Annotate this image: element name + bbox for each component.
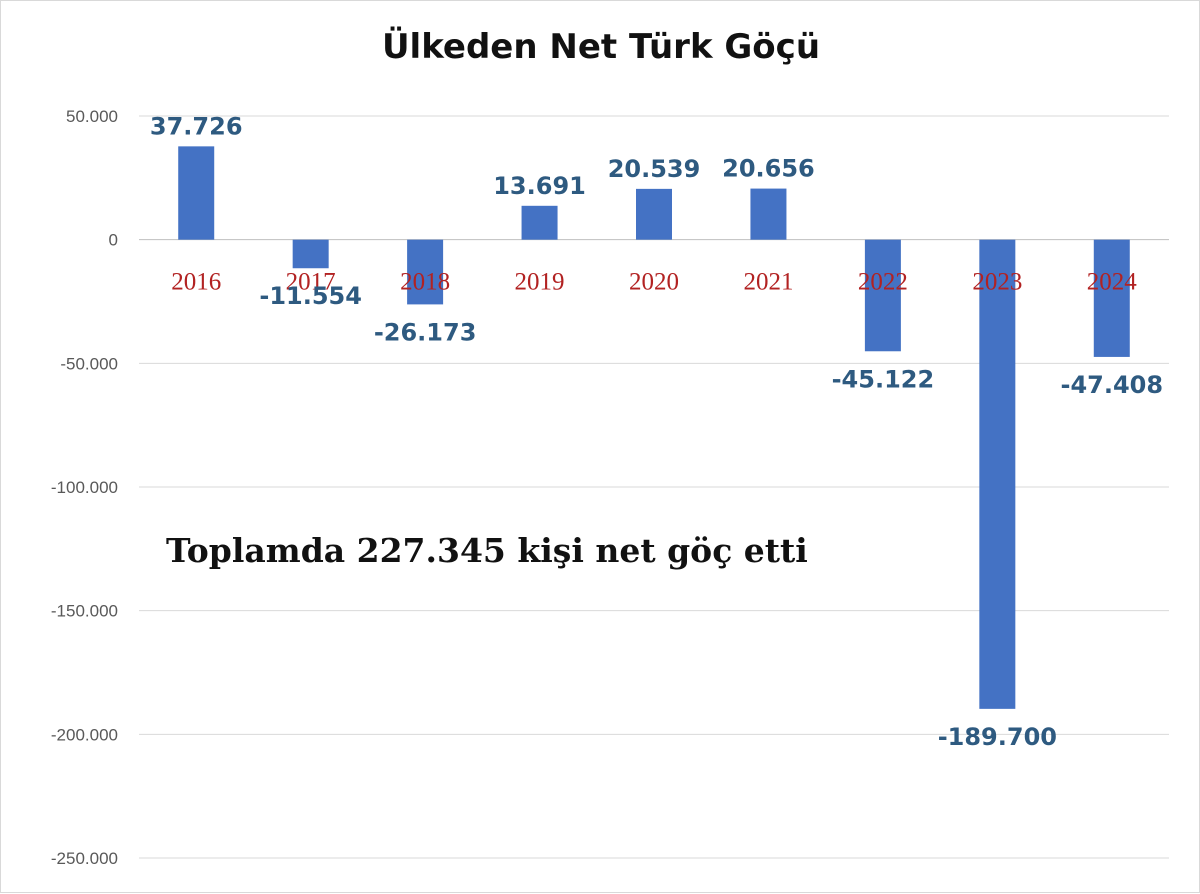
bar: [1093, 239, 1130, 357]
bar: [864, 239, 901, 352]
data-label: 37.726: [150, 112, 243, 140]
bar: [636, 188, 672, 240]
data-label: -45.122: [832, 365, 935, 393]
chart-title: Ülkeden Net Türk Göçü: [381, 27, 821, 67]
y-tick-label: 50.000: [66, 107, 118, 126]
data-label: -26.173: [374, 318, 477, 346]
chart-annotation: Toplamda 227.345 kişi net göç etti: [166, 531, 808, 570]
y-tick-label: -100.000: [51, 478, 118, 497]
x-tick-label: 2021: [743, 269, 793, 296]
x-tick-label: 2019: [515, 269, 565, 296]
y-tick-label: -250.000: [51, 849, 118, 868]
y-tick-label: -50.000: [60, 354, 118, 373]
bar: [750, 188, 787, 240]
x-tick-label: 2020: [629, 269, 679, 296]
data-label: 20.539: [608, 155, 701, 183]
data-label: 13.691: [493, 172, 586, 200]
bar: [979, 239, 1016, 709]
x-tick-label: 2023: [972, 269, 1022, 296]
x-tick-label: 2017: [286, 269, 336, 296]
y-tick-label: -150.000: [51, 602, 118, 621]
x-tick-label: 2022: [858, 269, 908, 296]
bar: [292, 239, 329, 269]
y-tick-label: -200.000: [51, 725, 118, 744]
data-label: -11.554: [259, 282, 362, 310]
bar: [521, 205, 558, 240]
x-tick-label: 2018: [400, 269, 450, 296]
data-label: 20.656: [722, 155, 815, 183]
data-label: -47.408: [1060, 371, 1163, 399]
y-tick-label: 0: [109, 231, 118, 250]
data-label: -189.700: [938, 723, 1057, 751]
x-tick-label: 2024: [1087, 269, 1138, 296]
bar: [178, 146, 215, 240]
x-tick-label: 2016: [171, 269, 221, 296]
bar: [407, 239, 444, 305]
